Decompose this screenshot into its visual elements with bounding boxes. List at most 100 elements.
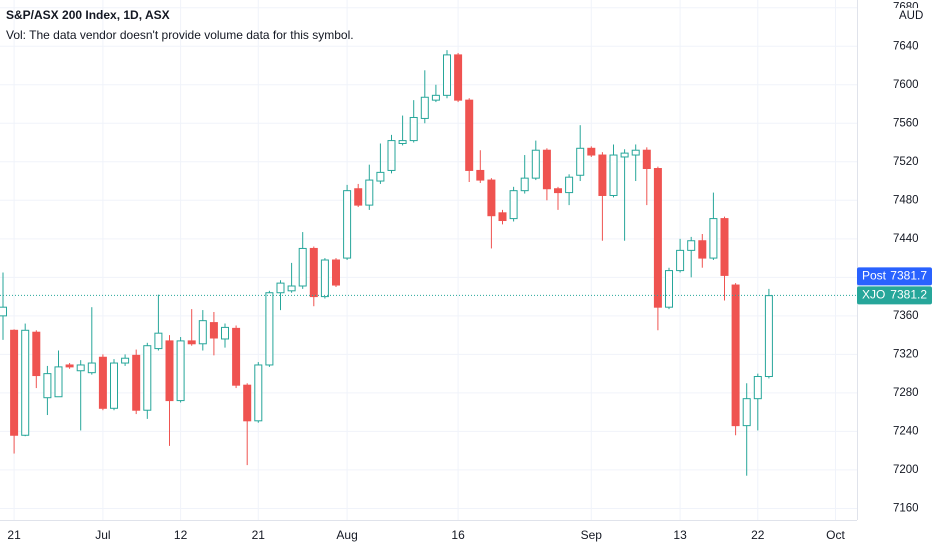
candle-body xyxy=(409,116,418,142)
candle-body xyxy=(365,179,374,206)
candle-body xyxy=(398,140,407,144)
candle-body xyxy=(132,354,141,411)
y-tick-label: 7160 xyxy=(893,502,919,514)
candle-body xyxy=(165,340,174,402)
price-label-value: 7381.2 xyxy=(890,288,927,302)
candle-body xyxy=(587,147,596,156)
candle-body xyxy=(554,188,562,194)
chart-subtitle: Vol: The data vendor doesn't provide vol… xyxy=(6,28,354,42)
candle-body xyxy=(65,364,74,368)
candle-body xyxy=(609,154,618,196)
x-tick-label: Jul xyxy=(95,528,110,542)
y-tick-label: 7280 xyxy=(893,387,919,399)
price-label-box xyxy=(857,267,932,286)
candle-body xyxy=(709,218,718,259)
candle-body xyxy=(21,329,30,436)
candle-body xyxy=(276,282,285,294)
candle-body xyxy=(631,149,640,156)
price-label-name: Post xyxy=(862,269,887,283)
candle-body xyxy=(598,154,607,196)
candle-body xyxy=(10,329,19,436)
candle-body xyxy=(576,147,585,176)
candle-body xyxy=(309,247,318,298)
y-tick-label: 7360 xyxy=(893,310,919,322)
candle-body xyxy=(443,54,451,96)
candle-body xyxy=(54,366,63,398)
candle-body xyxy=(742,398,751,427)
candle-body xyxy=(287,285,296,292)
price-label-name: XJO xyxy=(862,288,885,302)
candle-body xyxy=(343,190,352,259)
y-tick-label: 7480 xyxy=(893,194,919,206)
candle-body xyxy=(420,96,429,119)
x-tick-label: Sep xyxy=(581,528,603,542)
candle-body xyxy=(676,249,685,272)
candle-body xyxy=(87,362,96,374)
x-tick-label: Oct xyxy=(826,528,845,542)
candle-body xyxy=(254,364,263,422)
candle-body xyxy=(320,259,329,298)
candle-body xyxy=(653,168,662,308)
candle-body xyxy=(753,376,762,400)
candle-body xyxy=(431,94,440,101)
candle-body xyxy=(0,306,7,317)
x-tick-label: 13 xyxy=(673,528,687,542)
candle-body xyxy=(154,332,163,350)
y-tick-label: 7240 xyxy=(893,425,919,437)
axes: 7160720072407280732073607400744074807520… xyxy=(7,2,932,542)
candle-body xyxy=(476,169,485,181)
candle-body xyxy=(265,292,274,366)
candle-body xyxy=(387,140,396,171)
candle-body xyxy=(43,373,52,399)
y-tick-label: 7640 xyxy=(893,40,919,52)
candle-body xyxy=(376,171,385,182)
candle-body xyxy=(232,327,241,386)
currency-label: AUD xyxy=(899,10,923,22)
candle-body xyxy=(298,247,307,287)
candle-body xyxy=(198,320,207,345)
candle-body xyxy=(620,152,629,158)
y-tick-label: 7560 xyxy=(893,117,919,129)
candle-body xyxy=(498,212,507,222)
y-tick-label: 7320 xyxy=(893,348,919,360)
candle-body xyxy=(98,356,107,409)
x-tick-label: 22 xyxy=(751,528,765,542)
price-label-value: 7381.7 xyxy=(890,269,927,283)
y-tick-label: 7600 xyxy=(893,79,919,91)
candle-body xyxy=(143,345,152,411)
candle-body xyxy=(176,340,185,402)
candle-body xyxy=(542,149,551,190)
candle-body xyxy=(243,384,252,422)
candle-body xyxy=(465,99,474,171)
candle-body xyxy=(565,176,574,194)
candle-body xyxy=(487,179,496,217)
price-label-box xyxy=(857,286,932,305)
candle-body xyxy=(76,364,85,372)
x-tick-label: 16 xyxy=(451,528,465,542)
candle-body xyxy=(698,240,707,259)
candle-body xyxy=(209,322,218,339)
candle-body xyxy=(221,326,229,340)
candle-body xyxy=(531,149,540,179)
x-tick-label: 12 xyxy=(174,528,188,542)
candle-body xyxy=(354,188,363,206)
grid xyxy=(0,0,857,520)
candle-body xyxy=(764,295,773,378)
candles xyxy=(0,50,857,476)
y-tick-label: 7440 xyxy=(893,233,919,245)
x-tick-label: 21 xyxy=(252,528,266,542)
candle-body xyxy=(454,54,463,101)
candle-body xyxy=(332,259,340,286)
currency-bg xyxy=(893,8,927,25)
candle-body xyxy=(665,270,673,308)
candle-body xyxy=(720,218,729,276)
y-tick-label: 7520 xyxy=(893,156,919,168)
candle-body xyxy=(509,190,518,220)
candle-body xyxy=(32,331,41,377)
x-tick-label: Aug xyxy=(336,528,357,542)
candle-body xyxy=(731,284,740,427)
y-tick-label: 7200 xyxy=(893,464,919,476)
candle-body xyxy=(110,362,118,409)
